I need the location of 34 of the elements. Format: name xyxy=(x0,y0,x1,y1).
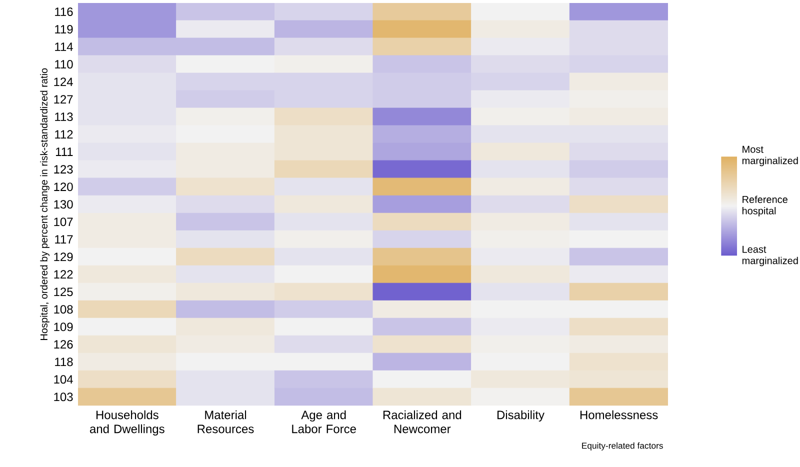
y-tick-label: 120 xyxy=(54,182,73,192)
y-tick-label: 125 xyxy=(54,288,73,296)
y-tick-label: 104 xyxy=(54,375,73,384)
y-tick-label: 112 xyxy=(55,130,73,138)
y-tick-label: 122 xyxy=(54,270,73,279)
y-tick-label: 118 xyxy=(55,358,73,366)
x-tick-label: Age and Labor Force xyxy=(292,410,356,434)
x-axis-title: Equity-related factors xyxy=(582,442,663,450)
y-tick-label: 109 xyxy=(54,322,73,332)
color-bar-label: Most marginalized xyxy=(742,146,798,166)
y-tick-label: 113 xyxy=(55,112,73,122)
y-tick-label: 123 xyxy=(54,165,73,174)
y-tick-label: 119 xyxy=(55,25,73,34)
x-tick-label: Racialized and Newcomer xyxy=(383,410,462,434)
color-bar-label: Least marginalized xyxy=(742,246,798,266)
y-tick-label: 114 xyxy=(55,42,73,51)
color-bar-label: Reference hospital xyxy=(742,196,788,216)
x-tick-label: Homelessness xyxy=(580,410,658,420)
y-tick-label: 126 xyxy=(54,340,73,349)
y-tick-label: 110 xyxy=(55,60,73,69)
y-tick-label: 117 xyxy=(55,235,73,244)
y-axis-title: Hospital, ordered by percent change in risk-standardized ratio xyxy=(40,68,50,340)
y-tick-label: 129 xyxy=(54,252,73,262)
y-tick-label: 124 xyxy=(54,78,73,86)
y-tick-label: 116 xyxy=(55,8,73,16)
x-tick-label: Households and Dwellings xyxy=(90,410,164,436)
y-tick-label: 107 xyxy=(54,218,73,226)
y-tick-label: 103 xyxy=(54,392,73,402)
y-tick-label: 130 xyxy=(54,200,73,209)
x-tick-label: Material Resources xyxy=(198,410,254,434)
y-tick-label: 108 xyxy=(54,305,73,314)
x-tick-label: Disability xyxy=(497,410,544,422)
y-tick-label: 127 xyxy=(54,95,73,104)
y-tick-label: 111 xyxy=(56,148,73,156)
